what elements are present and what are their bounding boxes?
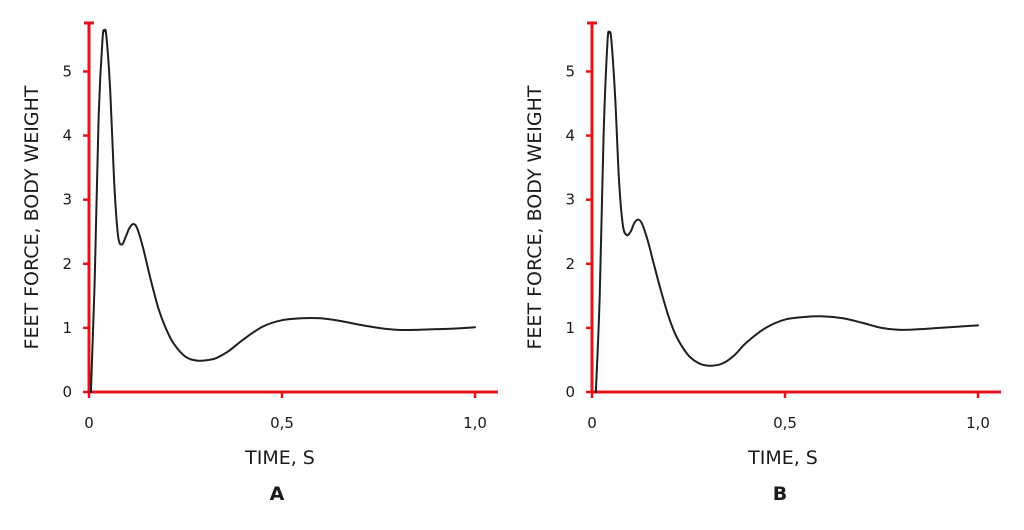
x-tick-label: 1,0	[463, 414, 487, 432]
y-tick-label: 3	[62, 191, 72, 209]
panel-label: A	[270, 483, 285, 505]
force-curve-line	[89, 28, 476, 393]
x-axis-title: TIME, S	[244, 447, 315, 469]
y-tick-label: 0	[565, 383, 575, 401]
x-tick-label: 0	[587, 414, 597, 432]
x-tick-label: 1,0	[966, 414, 990, 432]
y-tick-label: 5	[62, 62, 72, 80]
y-tick-label: 2	[565, 255, 575, 273]
y-tick-label: 5	[565, 62, 575, 80]
force-curve-line	[594, 30, 979, 393]
panel-label: B	[773, 483, 787, 505]
y-tick-label: 0	[62, 383, 72, 401]
x-axis-title: TIME, S	[747, 447, 818, 469]
y-tick-label: 3	[565, 191, 575, 209]
x-tick-label: 0,5	[270, 414, 294, 432]
chart-panel-b: 0 1 2 3 4 5 0 0,5 1,0 TIME, S FEET FORCE, BODY WEI…	[524, 21, 1001, 505]
y-axis-title: FEET FORCE, BODY WEIGHT	[21, 85, 43, 349]
y-tick-label: 1	[565, 319, 575, 337]
y-tick-label: 4	[62, 127, 72, 145]
chart-panel-a: 0 1 2 3 4 5 0 0,5 1,0 TIME, S FEET FORCE, BODY WEI…	[21, 21, 498, 505]
y-tick-label: 1	[62, 319, 72, 337]
x-tick-label: 0,5	[773, 414, 797, 432]
y-tick-label: 2	[62, 255, 72, 273]
x-tick-label: 0	[84, 414, 94, 432]
y-tick-label: 4	[565, 127, 575, 145]
y-axis-title: FEET FORCE, BODY WEIGHT	[524, 85, 546, 349]
